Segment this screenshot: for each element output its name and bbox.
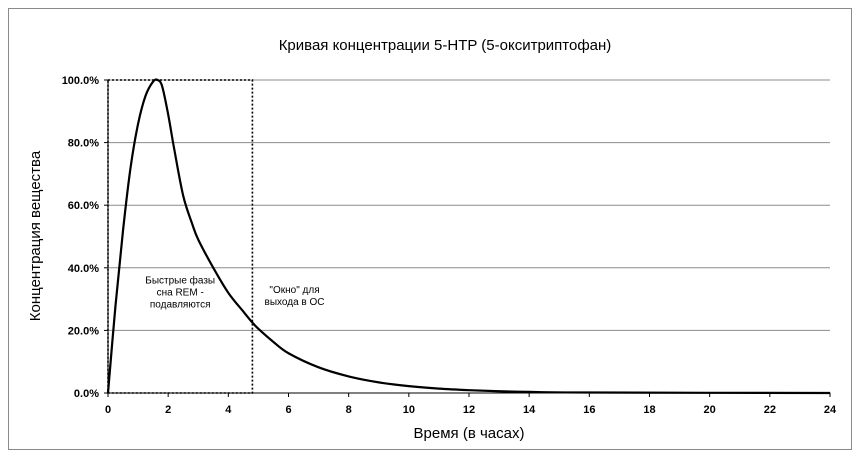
data-point xyxy=(251,322,253,324)
data-point xyxy=(348,375,350,377)
x-tick-label: 14 xyxy=(523,404,536,416)
data-point xyxy=(498,390,500,392)
axes xyxy=(104,79,831,397)
data-point xyxy=(122,229,124,231)
x-tick-label: 20 xyxy=(704,404,716,416)
chart-frame xyxy=(8,8,852,450)
x-tick-label: 18 xyxy=(643,404,655,416)
y-tick-label: 80.0% xyxy=(68,138,99,150)
x-tick-label: 4 xyxy=(225,404,232,416)
data-point xyxy=(107,392,109,394)
x-tick-label: 8 xyxy=(346,404,352,416)
data-point xyxy=(257,328,259,330)
annotation-line: Быстрые фазы xyxy=(145,274,215,286)
annotation-line: подавляются xyxy=(150,299,211,310)
data-point xyxy=(288,352,289,354)
data-point xyxy=(318,366,320,368)
x-tick-label: 12 xyxy=(463,404,475,416)
data-point xyxy=(157,79,159,81)
data-point xyxy=(272,341,274,343)
x-tick-label: 6 xyxy=(285,404,291,416)
data-point xyxy=(161,85,163,87)
x-axis-title: Время (в часах) xyxy=(414,425,525,442)
data-point xyxy=(588,392,590,394)
data-point xyxy=(173,148,175,150)
annotation-line: "Окно" для xyxy=(269,285,319,296)
grid-lines xyxy=(108,79,830,331)
data-point xyxy=(137,123,139,125)
data-point xyxy=(408,385,410,387)
x-tick-label: 22 xyxy=(764,404,776,416)
annotation-text: Быстрые фазы сна REM -подавляются xyxy=(145,274,215,310)
data-point xyxy=(167,113,169,115)
y-tick-label: 20.0% xyxy=(68,325,99,337)
data-point xyxy=(182,195,184,197)
x-tick-label: 2 xyxy=(165,404,171,416)
data-point xyxy=(197,239,199,241)
data-point xyxy=(528,391,530,393)
data-point xyxy=(829,392,831,394)
data-point xyxy=(145,95,147,97)
data-point xyxy=(152,81,154,83)
data-point xyxy=(191,223,193,225)
chart-title: Кривая концентрации 5-HTP (5-окситриптоф… xyxy=(279,37,612,54)
annotations: Быстрые фазы сна REM -подавляются "Окно" д… xyxy=(145,274,324,310)
annotation-text: "Окно" для выхода в ОС xyxy=(265,285,325,308)
data-point xyxy=(242,311,244,313)
y-tick-label: 100.0% xyxy=(62,75,100,87)
data-point xyxy=(468,389,470,391)
data-point xyxy=(212,267,214,269)
concentration-curve xyxy=(106,78,831,395)
x-tick-label: 0 xyxy=(105,404,111,416)
data-point xyxy=(115,304,117,306)
data-point xyxy=(227,292,229,294)
y-tick-label: 40.0% xyxy=(68,263,99,275)
data-point xyxy=(438,388,440,390)
x-tick-label: 24 xyxy=(824,404,837,416)
annotation-line: выхода в ОС xyxy=(265,297,325,308)
data-point xyxy=(378,381,380,383)
annotation-line: сна REM - xyxy=(157,287,204,298)
x-tick-label: 16 xyxy=(583,404,595,416)
highlight-box xyxy=(107,79,254,394)
y-axis-title: Концентрация вещества xyxy=(27,150,44,321)
y-tick-label: 0.0% xyxy=(74,388,99,400)
x-tick-label: 10 xyxy=(403,404,415,416)
y-tick-label: 60.0% xyxy=(68,200,99,212)
rem-suppression-box xyxy=(107,79,254,394)
data-point xyxy=(130,167,132,169)
series-layer xyxy=(106,78,831,395)
tick-labels: 0.0%20.0%40.0%60.0%80.0%100.0%0 2 4 6 8 10 12 1… xyxy=(62,75,837,416)
